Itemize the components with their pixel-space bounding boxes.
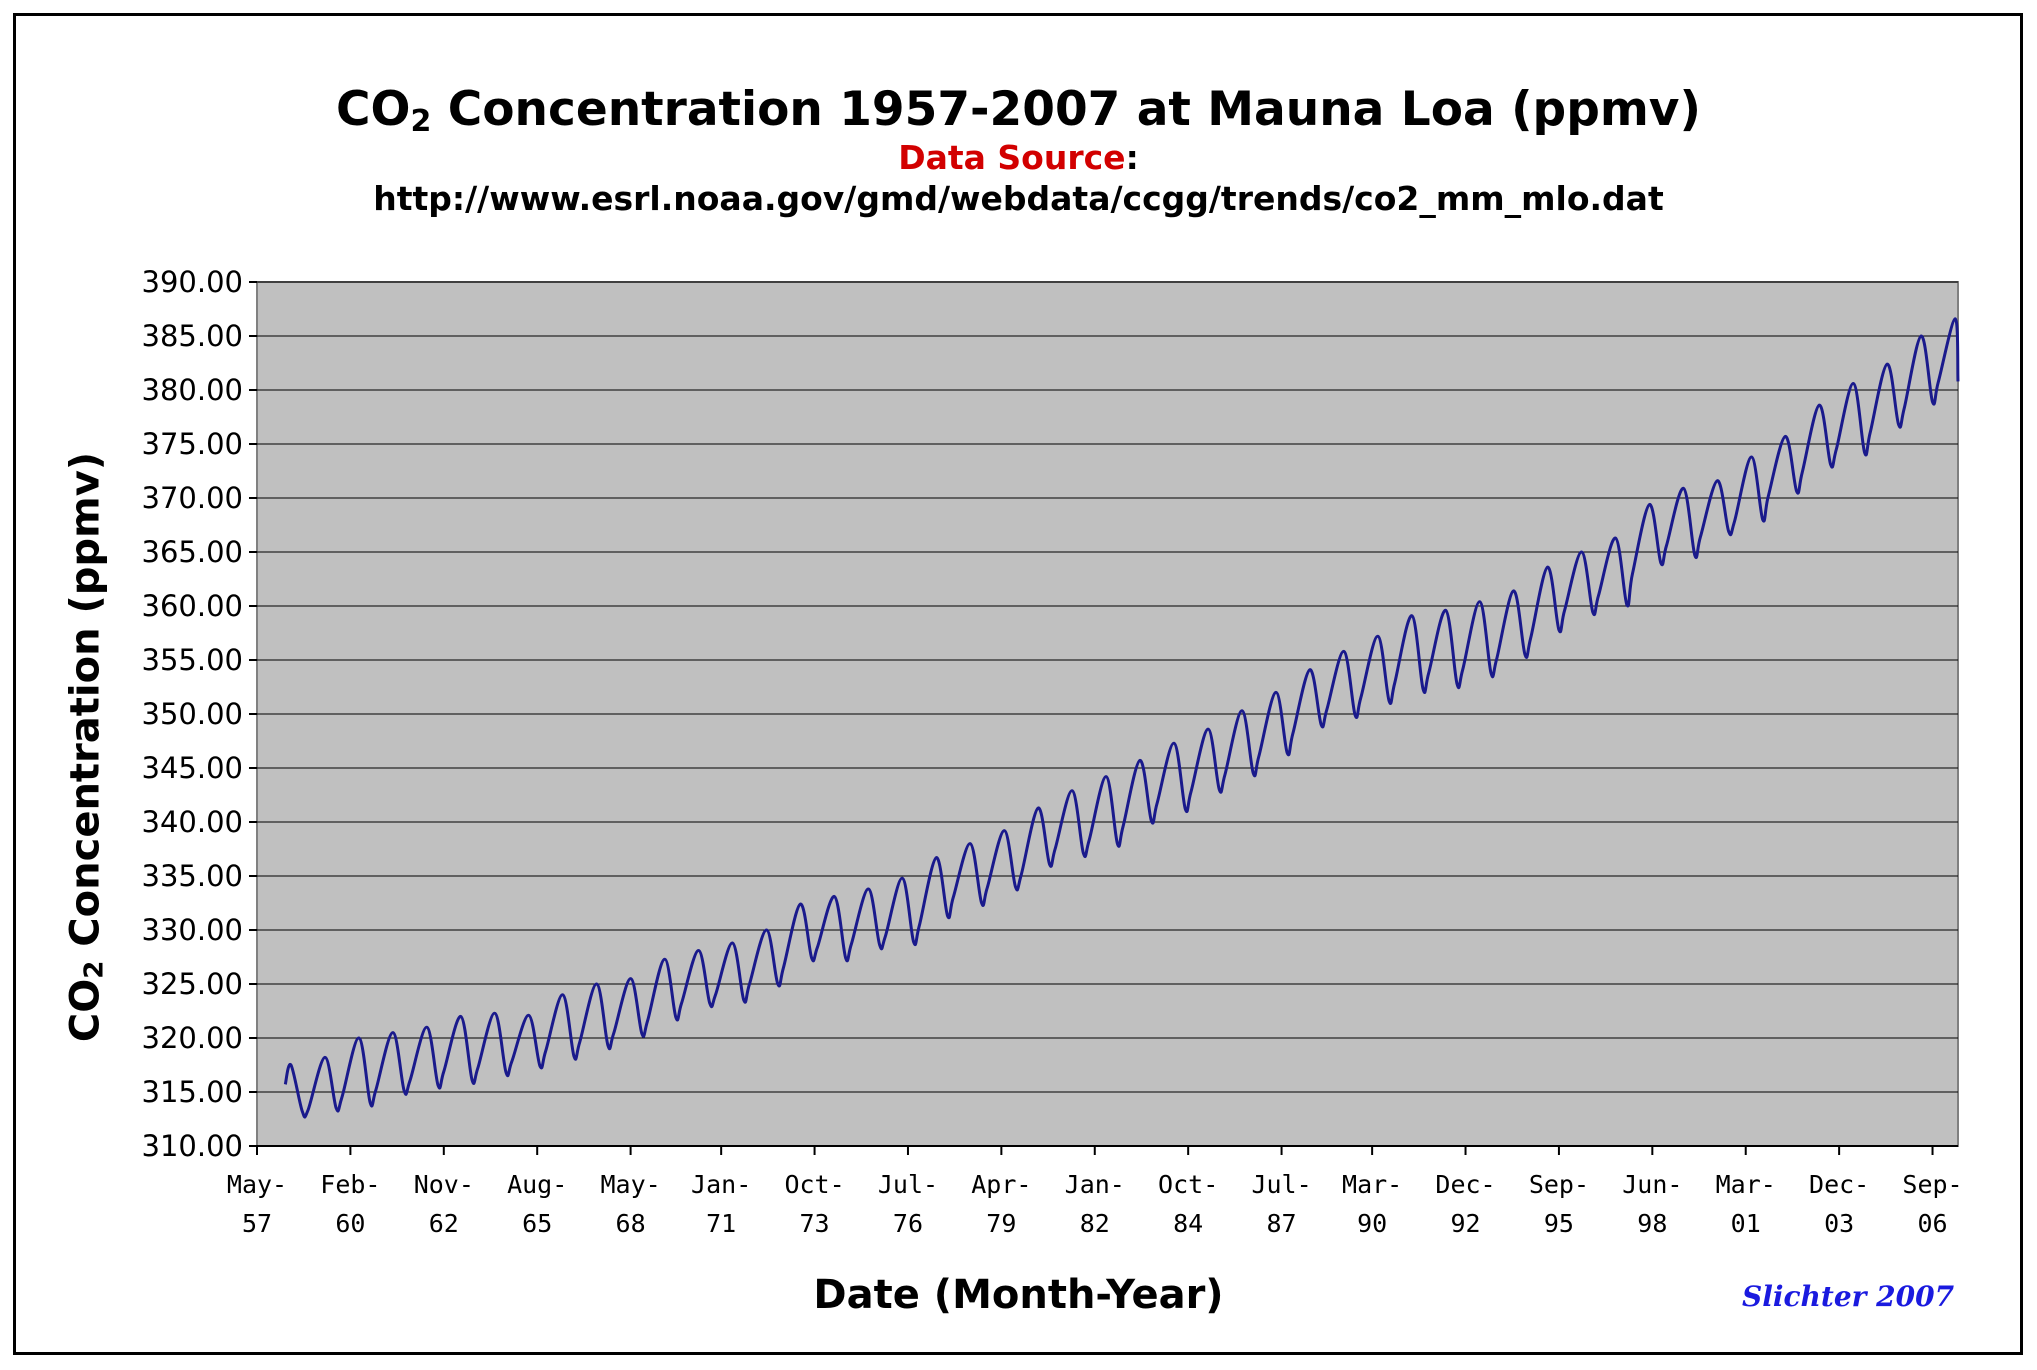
y-tick-label: 335.00	[142, 859, 243, 893]
y-tick-label: 355.00	[142, 643, 243, 677]
y-tick-label: 320.00	[142, 1021, 243, 1055]
x-tick-label: Sep-95	[1529, 1170, 1589, 1238]
y-axis: 310.00 315.00 320.00 325.00 330.00 335.00 340.…	[142, 265, 257, 1163]
y-tick-label: 365.00	[142, 535, 243, 569]
x-axis: May-57 Feb-60 Nov-62 Aug-65 May-68 Jan-71 Oct-…	[227, 1145, 1963, 1238]
y-tick-label: 330.00	[142, 913, 243, 947]
x-tick-label: Nov-62	[414, 1170, 474, 1238]
y-tick-label: 325.00	[142, 967, 243, 1001]
x-tick-label: Oct-73	[784, 1170, 844, 1238]
data-source-label: Data Source:	[898, 138, 1139, 177]
x-tick-label: Dec-92	[1435, 1170, 1495, 1238]
y-tick-label: 345.00	[142, 751, 243, 785]
x-tick-label: Dec-03	[1809, 1170, 1869, 1238]
x-tick-label: May-57	[227, 1170, 287, 1238]
y-tick-label: 315.00	[142, 1075, 243, 1109]
y-tick-label: 375.00	[142, 427, 243, 461]
x-tick-label: Oct-84	[1158, 1170, 1218, 1238]
x-tick-label: Sep-06	[1902, 1170, 1962, 1238]
y-tick-label: 370.00	[142, 481, 243, 515]
y-tick-label: 360.00	[142, 589, 243, 623]
x-tick-label: May-68	[600, 1170, 660, 1238]
x-tick-label: Jul-76	[878, 1170, 938, 1238]
y-tick-label: 350.00	[142, 697, 243, 731]
chart-title: CO2 Concentration 1957-2007 at Mauna Loa…	[336, 82, 1701, 139]
x-tick-label: Aug-65	[507, 1170, 567, 1238]
y-tick-label: 310.00	[142, 1129, 243, 1163]
x-tick-label: Feb-60	[320, 1170, 380, 1238]
x-tick-label: Mar-01	[1716, 1170, 1776, 1238]
y-tick-label: 390.00	[142, 265, 243, 299]
x-tick-label: Mar-90	[1342, 1170, 1402, 1238]
y-tick-label: 340.00	[142, 805, 243, 839]
author-signature: Slichter 2007	[1742, 1280, 1955, 1313]
data-source-url: http://www.esrl.noaa.gov/gmd/webdata/ccg…	[373, 179, 1664, 218]
y-tick-label: 380.00	[142, 373, 243, 407]
y-axis-label: CO2 Concentration (ppmv)	[62, 451, 110, 1043]
x-tick-label: Jan-71	[691, 1170, 751, 1238]
series-line-co2	[283, 317, 1960, 1119]
x-tick-label: Jun-98	[1622, 1170, 1682, 1238]
x-axis-label: Date (Month-Year)	[813, 1272, 1224, 1318]
x-tick-label: Jan-82	[1065, 1170, 1125, 1238]
x-tick-label: Jul-87	[1251, 1170, 1311, 1238]
x-tick-label: Apr-79	[971, 1170, 1031, 1238]
y-tick-label: 385.00	[142, 319, 243, 353]
